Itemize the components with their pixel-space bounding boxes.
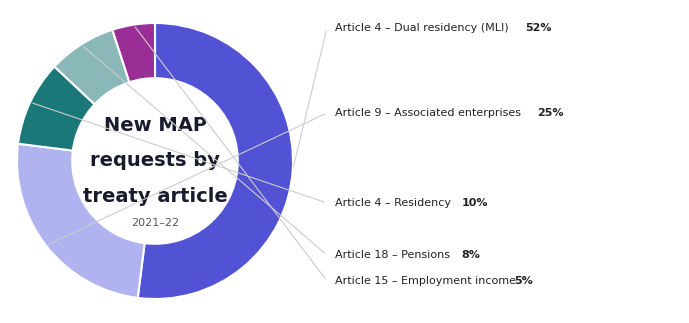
- Text: 2021–22: 2021–22: [131, 218, 179, 228]
- Wedge shape: [18, 67, 94, 151]
- Wedge shape: [138, 23, 293, 299]
- Wedge shape: [112, 23, 155, 82]
- Text: Article 4 – Dual residency (MLI): Article 4 – Dual residency (MLI): [335, 23, 512, 33]
- Text: Article 4 – Residency: Article 4 – Residency: [335, 198, 455, 208]
- Text: requests by: requests by: [90, 151, 220, 171]
- Text: treaty article: treaty article: [83, 186, 227, 205]
- Wedge shape: [17, 144, 145, 298]
- Text: Article 18 – Pensions: Article 18 – Pensions: [335, 250, 453, 260]
- Text: New MAP: New MAP: [103, 117, 207, 136]
- Text: Article 9 – Associated enterprises: Article 9 – Associated enterprises: [335, 108, 524, 118]
- Text: 5%: 5%: [514, 276, 533, 286]
- Text: 52%: 52%: [526, 23, 552, 33]
- Text: 25%: 25%: [537, 108, 564, 118]
- Text: Article 15 – Employment income: Article 15 – Employment income: [335, 276, 520, 286]
- Text: 8%: 8%: [462, 250, 481, 260]
- Wedge shape: [54, 30, 130, 104]
- Text: 10%: 10%: [462, 198, 489, 208]
